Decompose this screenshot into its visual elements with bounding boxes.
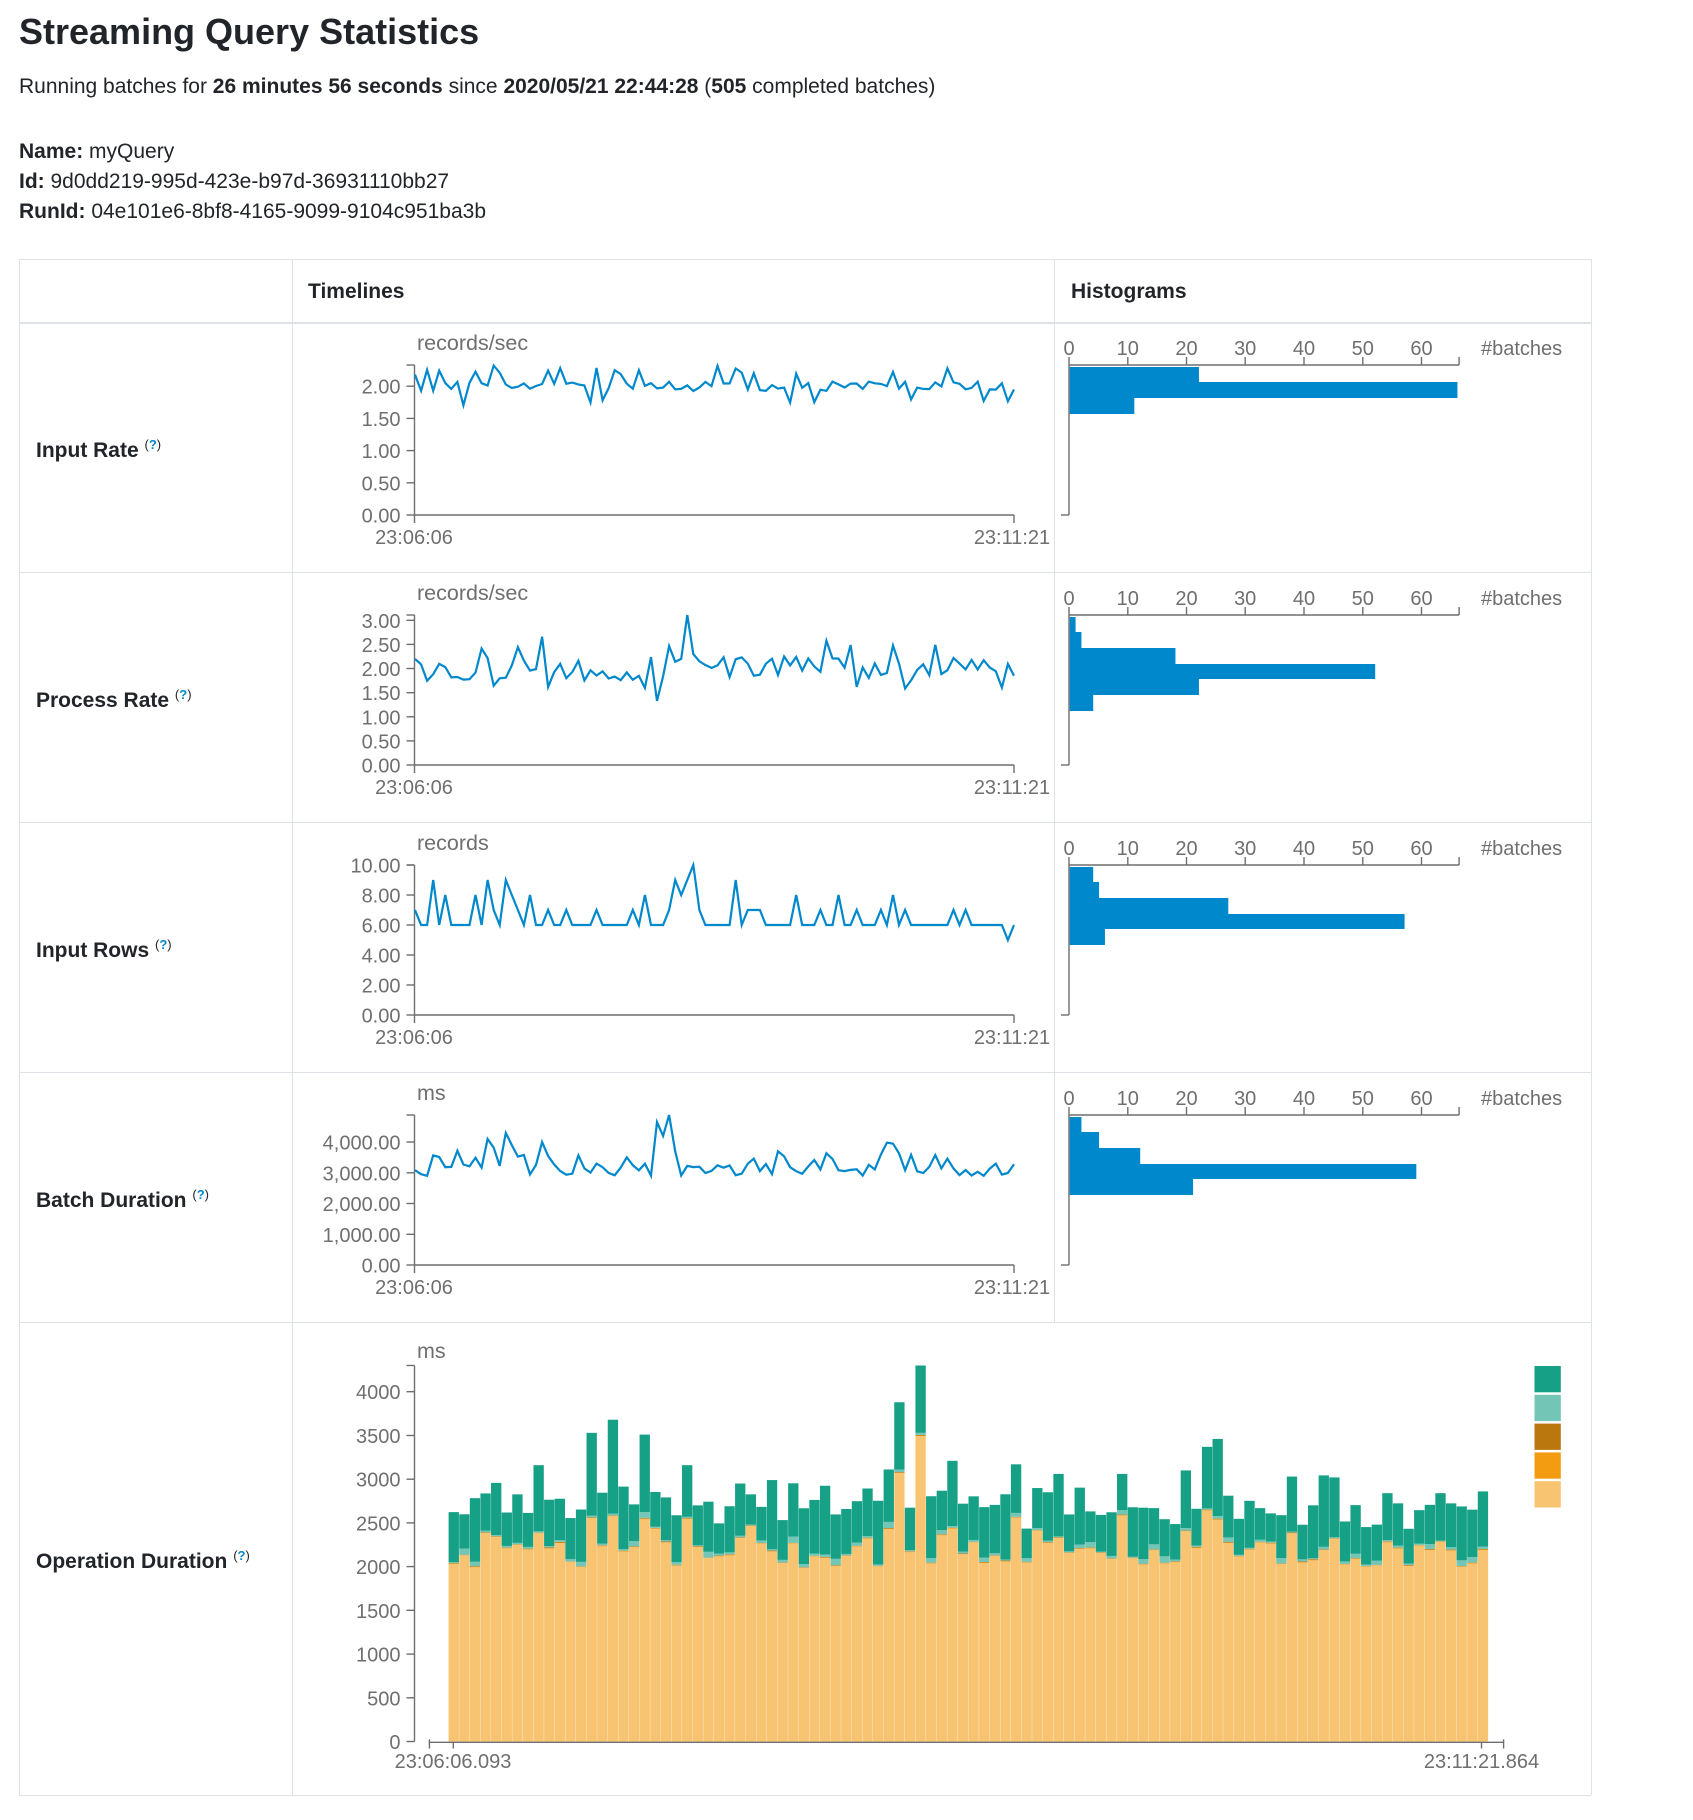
svg-text:10.00: 10.00 <box>350 856 400 878</box>
svg-text:3000: 3000 <box>356 1470 401 1492</box>
svg-text:23:06:06.093: 23:06:06.093 <box>395 1751 512 1773</box>
svg-text:20: 20 <box>1175 838 1197 860</box>
svg-text:0: 0 <box>1063 838 1074 860</box>
svg-text:1500: 1500 <box>356 1601 401 1623</box>
svg-text:#batches: #batches <box>1481 588 1562 610</box>
svg-text:2500: 2500 <box>356 1513 401 1535</box>
svg-text:50: 50 <box>1352 588 1374 610</box>
svg-text:1.50: 1.50 <box>362 409 401 431</box>
svg-text:20: 20 <box>1175 1088 1197 1110</box>
svg-text:3500: 3500 <box>356 1426 401 1448</box>
svg-text:30: 30 <box>1234 588 1256 610</box>
svg-text:3.00: 3.00 <box>362 611 401 633</box>
svg-text:2.00: 2.00 <box>362 377 401 399</box>
svg-text:40: 40 <box>1293 1088 1315 1110</box>
svg-text:4,000.00: 4,000.00 <box>323 1133 401 1155</box>
svg-text:23:11:21: 23:11:21 <box>974 1027 1050 1049</box>
svg-text:2000: 2000 <box>356 1557 401 1579</box>
svg-text:60: 60 <box>1410 588 1432 610</box>
svg-text:4.00: 4.00 <box>362 946 401 968</box>
svg-text:500: 500 <box>367 1688 400 1710</box>
svg-text:40: 40 <box>1293 588 1315 610</box>
svg-text:3,000.00: 3,000.00 <box>323 1163 401 1185</box>
svg-text:0: 0 <box>1063 588 1074 610</box>
svg-text:60: 60 <box>1410 838 1432 860</box>
svg-text:records/sec: records/sec <box>417 581 528 605</box>
svg-text:2.00: 2.00 <box>362 976 401 998</box>
svg-text:10: 10 <box>1117 588 1139 610</box>
svg-text:60: 60 <box>1410 338 1432 360</box>
svg-text:30: 30 <box>1234 338 1256 360</box>
svg-text:40: 40 <box>1293 838 1315 860</box>
svg-text:0: 0 <box>389 1732 400 1754</box>
svg-text:1.00: 1.00 <box>362 707 401 729</box>
svg-text:20: 20 <box>1175 588 1197 610</box>
svg-text:1000: 1000 <box>356 1645 401 1667</box>
svg-text:23:11:21: 23:11:21 <box>974 527 1050 549</box>
svg-text:60: 60 <box>1410 1088 1432 1110</box>
svg-text:23:11:21.864: 23:11:21.864 <box>1424 1751 1539 1773</box>
svg-text:0: 0 <box>1063 1088 1074 1110</box>
svg-text:0.50: 0.50 <box>362 731 401 753</box>
svg-text:0.00: 0.00 <box>362 756 401 778</box>
svg-text:23:06:06: 23:06:06 <box>375 527 453 549</box>
svg-text:50: 50 <box>1352 838 1374 860</box>
svg-text:#batches: #batches <box>1481 838 1562 860</box>
svg-text:1,000.00: 1,000.00 <box>323 1225 401 1247</box>
svg-text:8.00: 8.00 <box>362 886 401 908</box>
svg-text:ms: ms <box>417 1339 446 1363</box>
svg-text:20: 20 <box>1175 338 1197 360</box>
svg-text:0.00: 0.00 <box>362 506 401 528</box>
svg-text:2.50: 2.50 <box>362 635 401 657</box>
svg-text:1.00: 1.00 <box>362 441 401 463</box>
svg-text:records/sec: records/sec <box>417 331 528 355</box>
svg-text:records: records <box>417 831 489 855</box>
svg-text:50: 50 <box>1352 338 1374 360</box>
svg-text:50: 50 <box>1352 1088 1374 1110</box>
svg-text:#batches: #batches <box>1481 338 1562 360</box>
svg-text:23:06:06: 23:06:06 <box>375 777 453 799</box>
svg-text:0.50: 0.50 <box>362 473 401 495</box>
svg-text:23:11:21: 23:11:21 <box>974 1277 1050 1299</box>
svg-text:0.00: 0.00 <box>362 1256 401 1278</box>
svg-text:10: 10 <box>1117 838 1139 860</box>
svg-text:0: 0 <box>1063 338 1074 360</box>
svg-text:10: 10 <box>1117 338 1139 360</box>
svg-text:ms: ms <box>417 1081 446 1105</box>
svg-text:4000: 4000 <box>356 1382 401 1404</box>
svg-text:30: 30 <box>1234 838 1256 860</box>
svg-text:10: 10 <box>1117 1088 1139 1110</box>
svg-text:23:06:06: 23:06:06 <box>375 1277 453 1299</box>
svg-text:1.50: 1.50 <box>362 683 401 705</box>
svg-text:#batches: #batches <box>1481 1088 1562 1110</box>
svg-text:40: 40 <box>1293 338 1315 360</box>
svg-text:2,000.00: 2,000.00 <box>323 1194 401 1216</box>
svg-text:23:11:21: 23:11:21 <box>974 777 1050 799</box>
svg-text:0.00: 0.00 <box>362 1006 401 1028</box>
svg-text:6.00: 6.00 <box>362 916 401 938</box>
svg-text:30: 30 <box>1234 1088 1256 1110</box>
svg-text:2.00: 2.00 <box>362 659 401 681</box>
svg-text:23:06:06: 23:06:06 <box>375 1027 453 1049</box>
